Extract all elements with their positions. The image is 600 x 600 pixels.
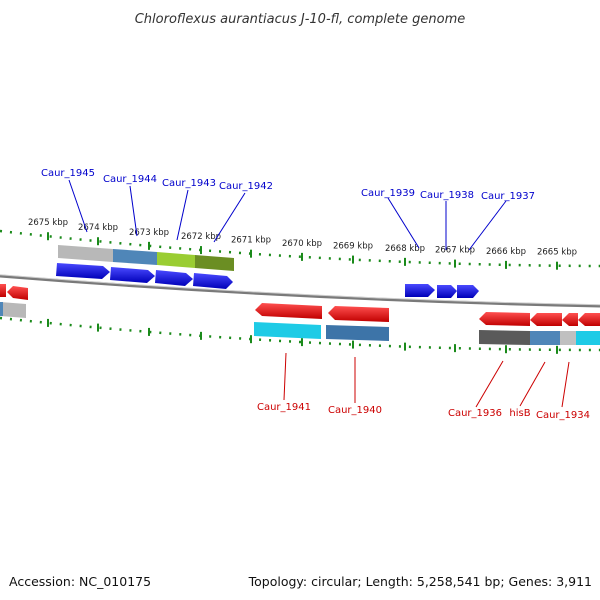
outer-tick-ring: [0, 229, 600, 268]
tick-label: 2666 kbp: [486, 247, 526, 257]
gene-label: hisB: [509, 408, 530, 419]
tick-label: 2665 kbp: [537, 248, 577, 258]
tick-label: 2672 kbp: [181, 232, 221, 242]
tick-label: 2674 kbp: [78, 223, 118, 233]
gene-arrow-caur-1941: [255, 303, 322, 319]
gene-arrow-left-partial-2: [7, 286, 28, 300]
inner-major-ticks: [47, 318, 558, 354]
outer-tick-labels: 2675 kbp 2674 kbp 2673 kbp 2672 kbp 2671 kbp…: [28, 218, 577, 257]
tick-label: 2669 kbp: [333, 242, 373, 252]
gene-arrow-caur-1936: [479, 312, 530, 326]
accession-text: Accession: NC_010175: [9, 574, 151, 589]
label-leaders: [68, 179, 570, 408]
gene-arrow-caur-1937: [457, 285, 479, 298]
reverse-cog-bar: [0, 302, 600, 345]
gene-label: Caur_1941: [257, 402, 311, 413]
gene-arrow-caur-1945: [56, 263, 110, 279]
gene-arrow-caur-1934: [562, 313, 578, 326]
forward-gene-arrows: [56, 263, 479, 298]
tick-label: 2668 kbp: [385, 244, 425, 254]
gene-arrow-hisb: [530, 313, 562, 326]
gene-label: Caur_1945: [41, 168, 95, 179]
gene-label: Caur_1936: [448, 408, 502, 419]
gene-label: Caur_1938: [420, 190, 474, 201]
tick-label: 2673 kbp: [129, 228, 169, 238]
gene-label: Caur_1937: [481, 191, 535, 202]
reverse-gene-arrows: [0, 284, 600, 326]
map-title: Chloroflexus aurantiacus J-10-fl, comple…: [135, 12, 466, 27]
gene-label: Caur_1939: [361, 188, 415, 199]
gene-label: Caur_1944: [103, 174, 157, 185]
gene-label: Caur_1943: [162, 178, 216, 189]
gene-label: Caur_1940: [328, 405, 382, 416]
gene-arrow-left-partial-1: [0, 284, 6, 297]
gene-arrow-caur-1939: [405, 284, 435, 297]
tick-label: 2667 kbp: [435, 246, 475, 256]
outer-major-ticks: [47, 232, 558, 270]
tick-label: 2671 kbp: [231, 236, 271, 246]
gene-arrow-caur-1943: [155, 270, 193, 286]
genome-summary-text: Topology: circular; Length: 5,258,541 bp…: [248, 574, 592, 589]
inner-tick-ring: [0, 316, 600, 352]
gene-arrow-caur-1938: [437, 285, 457, 298]
tick-label: 2670 kbp: [282, 239, 322, 249]
gene-arrow-right-partial: [578, 313, 600, 326]
gene-label: Caur_1942: [219, 181, 273, 192]
gene-arrow-caur-1940: [328, 306, 389, 322]
gene-label: Caur_1934: [536, 410, 590, 421]
gene-labels: Caur_1945 Caur_1944 Caur_1943 Caur_1942 …: [41, 168, 590, 421]
forward-cog-bar: [58, 245, 234, 271]
gene-arrow-caur-1942: [193, 273, 233, 289]
tick-label: 2675 kbp: [28, 218, 68, 228]
genome-backbone: [0, 274, 600, 308]
gene-arrow-caur-1944: [110, 267, 155, 283]
